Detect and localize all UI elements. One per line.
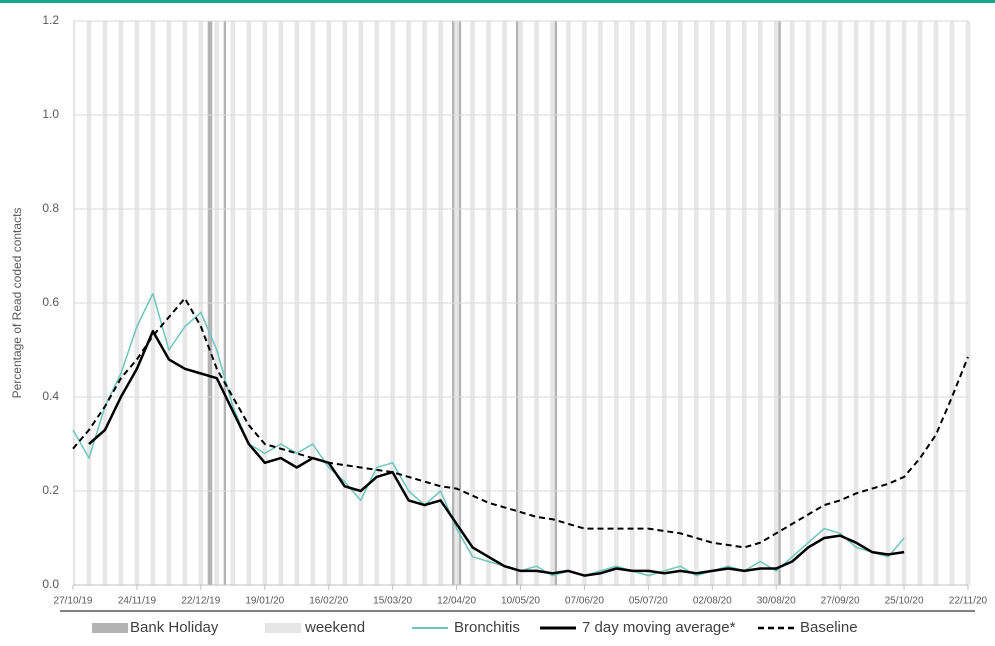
- series-line: [88, 329, 905, 577]
- x-tick-label: 30/08/20: [757, 596, 796, 607]
- x-tick-label: 15/03/20: [373, 596, 412, 607]
- weekend-band: [968, 21, 971, 585]
- y-axis-label: Percentage of Read coded contacts: [10, 208, 24, 399]
- x-tick-label: 02/08/20: [693, 596, 732, 607]
- series-line: [72, 292, 905, 577]
- legend-label: Bank Holiday: [130, 619, 219, 636]
- x-tick-label: 27/09/20: [821, 596, 860, 607]
- y-tick-label: 0.2: [42, 483, 59, 497]
- series-line: [72, 297, 969, 549]
- legend: Bank Holiday weekend Bronchitis 7 day movin…: [92, 619, 858, 636]
- legend-label: 7 day moving average*: [582, 619, 736, 636]
- legend-swatch: [92, 623, 128, 633]
- x-tick-label: 24/11/19: [118, 596, 157, 607]
- top-border: [0, 0, 995, 3]
- x-tick-label: 05/07/20: [629, 596, 668, 607]
- y-tick-label: 1.0: [42, 107, 59, 121]
- legend-label: weekend: [304, 619, 365, 636]
- y-tick-label: 0.6: [42, 295, 59, 309]
- x-tick-label: 25/10/20: [885, 596, 924, 607]
- y-tick-label: 0.8: [42, 201, 59, 215]
- legend-label: Baseline: [800, 619, 858, 636]
- x-tick-label: 22/11/20: [949, 596, 988, 607]
- legend-label: Bronchitis: [454, 619, 520, 636]
- x-tick-label: 22/12/19: [181, 596, 220, 607]
- x-tick-label: 10/05/20: [501, 596, 540, 607]
- x-tick-label: 12/04/20: [437, 596, 476, 607]
- legend-swatch: [265, 623, 301, 633]
- y-tick-label: 0.0: [42, 577, 59, 591]
- x-tick-label: 27/10/19: [54, 596, 93, 607]
- x-tick-label: 07/06/20: [565, 596, 604, 607]
- y-tick-label: 1.2: [42, 13, 59, 27]
- y-tick-label: 0.4: [42, 389, 59, 403]
- x-tick-label: 19/01/20: [245, 596, 284, 607]
- x-tick-label: 16/02/20: [309, 596, 348, 607]
